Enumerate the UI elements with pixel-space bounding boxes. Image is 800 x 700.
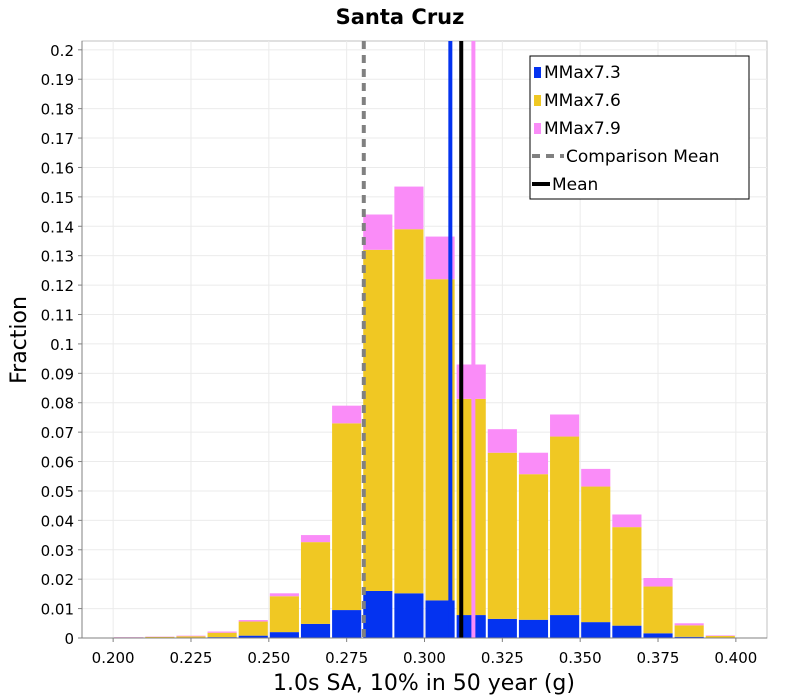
bar-mmax7-6 [394, 229, 424, 594]
y-tick-label: 0.12 [41, 277, 74, 295]
bar-mmax7-3 [332, 610, 362, 638]
bar-mmax7-3 [238, 635, 268, 638]
bar-mmax7-6 [487, 452, 517, 619]
y-axis-label: Fraction [7, 296, 32, 384]
legend: MMax7.3 MMax7.6 MMax7.9 Comparison Mean Mean [529, 55, 750, 200]
bar-mmax7-6 [674, 625, 704, 637]
bar-mmax7-9 [363, 214, 393, 250]
bar-mmax7-6 [705, 635, 735, 638]
legend-label-mean: Mean [552, 175, 598, 195]
bar-mmax7-3 [363, 590, 393, 638]
y-tick-label: 0.2 [50, 42, 74, 60]
bar-mmax7-6 [207, 632, 237, 638]
x-tick-label: 0.200 [92, 649, 135, 667]
y-tick-label: 0.13 [41, 248, 74, 266]
y-tick-label: 0.14 [41, 218, 74, 236]
bar-mmax7-3 [643, 633, 673, 638]
bar-mmax7-3 [550, 615, 580, 638]
legend-box [529, 55, 750, 200]
bar-mmax7-9 [394, 186, 424, 230]
y-tick-label: 0.19 [41, 71, 74, 89]
legend-swatch-mmax7-3 [534, 67, 541, 78]
bar-mmax7-9 [674, 623, 704, 626]
bar-mmax7-9 [238, 620, 268, 622]
x-tick-label: 0.300 [403, 649, 446, 667]
bar-mmax7-9 [643, 578, 673, 587]
bar-mmax7-9 [518, 452, 549, 475]
bar-mmax7-3 [612, 625, 642, 638]
x-tick-label: 0.350 [559, 649, 602, 667]
bar-mmax7-9 [207, 631, 237, 633]
bar-mmax7-3 [456, 615, 486, 638]
chart-title: Santa Cruz [336, 5, 465, 29]
legend-label-comparison-mean: Comparison Mean [566, 147, 720, 167]
legend-label-mmax7-6: MMax7.6 [544, 91, 621, 111]
bar-mmax7-6 [581, 486, 611, 623]
bar-mmax7-9 [550, 414, 580, 437]
bar-mmax7-6 [550, 436, 580, 616]
y-tick-label: 0.03 [41, 542, 74, 560]
x-axis-label: 1.0s SA, 10% in 50 year (g) [273, 671, 575, 696]
bar-mmax7-6 [300, 542, 331, 624]
x-tick-label: 0.375 [637, 649, 680, 667]
x-tick-label: 0.400 [714, 649, 757, 667]
bar-mmax7-9 [705, 635, 735, 636]
bar-mmax7-9 [332, 405, 362, 424]
legend-label-mmax7-3: MMax7.3 [544, 63, 621, 83]
legend-swatch-mmax7-9 [534, 123, 541, 134]
y-tick-label: 0.05 [41, 483, 74, 501]
bar-mmax7-9 [300, 535, 331, 543]
bar-mmax7-6 [269, 596, 299, 633]
y-tick-label: 0.16 [41, 159, 74, 177]
x-tick-label: 0.225 [170, 649, 213, 667]
y-tick-label: 0.02 [41, 571, 74, 589]
x-tick-label: 0.250 [247, 649, 290, 667]
bar-mmax7-6 [363, 249, 393, 591]
y-axis: 0 0.01 0.02 0.03 0.04 0.05 0.06 0.07 0.08 0.09 0.1… [41, 41, 83, 648]
bar-mmax7-6 [176, 636, 206, 638]
x-axis: 0.200 0.225 0.250 0.275 0.300 0.325 0.350 0.375… [82, 637, 767, 667]
bar-mmax7-6 [518, 474, 549, 620]
bar-mmax7-9 [581, 468, 611, 487]
x-tick-label: 0.275 [325, 649, 368, 667]
y-tick-label: 0.15 [41, 189, 74, 207]
bar-mmax7-6 [238, 621, 268, 636]
bar-mmax7-9 [176, 635, 206, 637]
y-tick-label: 0.06 [41, 454, 74, 472]
bar-mmax7-6 [332, 423, 362, 611]
y-tick-label: 0.1 [50, 336, 74, 354]
y-tick-label: 0.04 [41, 512, 74, 530]
legend-swatch-mmax7-6 [534, 95, 541, 106]
bar-mmax7-6 [612, 527, 642, 626]
y-tick-label: 0.11 [41, 307, 74, 325]
bar-mmax7-3 [518, 619, 549, 638]
bar-mmax7-3 [300, 623, 331, 638]
bar-mmax7-3 [487, 618, 517, 638]
y-tick-label: 0 [64, 630, 74, 648]
mean-lines [361, 41, 476, 638]
bar-mmax7-6 [643, 586, 673, 634]
bar-mmax7-9 [487, 429, 517, 453]
y-tick-label: 0.01 [41, 601, 74, 619]
bar-mmax7-3 [269, 632, 299, 638]
y-tick-label: 0.07 [41, 424, 74, 442]
y-tick-label: 0.18 [41, 101, 74, 119]
y-tick-label: 0.08 [41, 395, 74, 413]
x-tick-label: 0.325 [481, 649, 524, 667]
bar-mmax7-3 [394, 593, 424, 638]
legend-label-mmax7-9: MMax7.9 [544, 119, 621, 139]
bar-mmax7-6 [145, 636, 175, 638]
bars [114, 186, 735, 638]
bar-mmax7-9 [269, 593, 299, 597]
bar-mmax7-9 [612, 514, 642, 528]
bar-mmax7-3 [581, 622, 611, 638]
bar-mmax7-3 [674, 636, 704, 638]
y-tick-label: 0.09 [41, 365, 74, 383]
y-tick-label: 0.17 [41, 130, 74, 148]
